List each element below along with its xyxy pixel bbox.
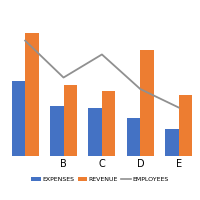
Legend: EXPENSES, REVENUE, EMPLOYEES: EXPENSES, REVENUE, EMPLOYEES — [29, 174, 171, 185]
Bar — [165, 129, 179, 156]
Bar — [179, 95, 192, 156]
Bar — [127, 118, 140, 156]
Bar — [12, 81, 25, 156]
Bar — [88, 108, 102, 156]
Bar — [25, 33, 39, 156]
Bar — [140, 50, 154, 156]
Bar — [64, 85, 77, 156]
Bar — [50, 106, 64, 156]
Bar — [102, 91, 115, 156]
